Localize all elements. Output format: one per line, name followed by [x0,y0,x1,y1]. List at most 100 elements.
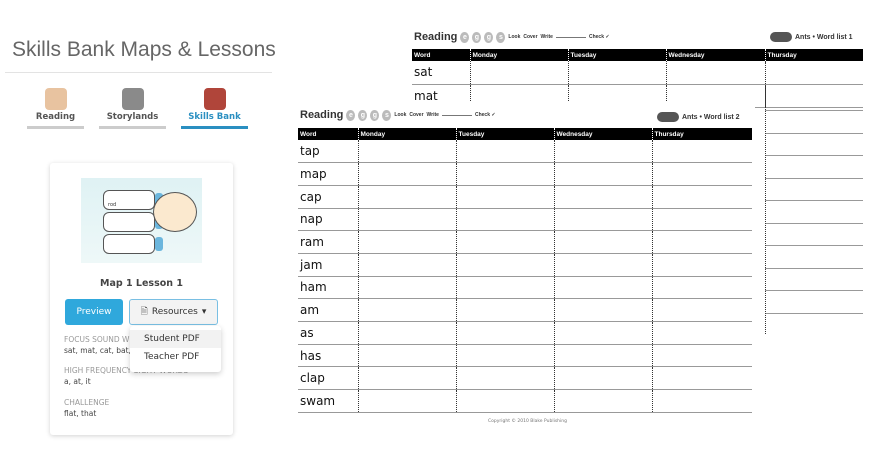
table-row: tap [298,140,752,164]
blank-cell [553,185,652,209]
word-cell: swam [298,389,358,413]
blank-cell [357,389,456,413]
brand: Reading [300,109,344,121]
row-line [765,155,863,156]
blank-cell [357,162,456,186]
word-cell: clap [298,366,358,391]
blank-cell [651,344,752,368]
resources-label: Resources [151,307,198,317]
blank-cell [665,61,765,85]
blank-cell [553,276,652,300]
blank-cell [651,208,752,232]
list-title: Ants • Word list 2 [682,113,740,121]
look: Look [508,34,521,40]
row-line [765,245,863,246]
col-tuesday: Tuesday [567,49,666,61]
challenge-value: flat, that [64,409,97,418]
table-row: ham [298,276,752,300]
blank-cell [357,185,456,209]
resources-dropdown[interactable]: 🗎 Resources ▾ [129,299,218,325]
blank-cell [651,366,752,391]
word-cell: sat [412,61,470,85]
blank-cell [553,321,652,345]
table-row: nap [298,208,752,232]
col-thursday: Thursday [651,128,752,140]
blank-cell [357,208,456,232]
col-tuesday: Tuesday [455,128,554,140]
ant-icon [770,32,792,42]
shop-icon [203,88,226,110]
col-monday: Monday [357,128,456,140]
document-icon: 🗎 [140,307,148,317]
blank-cell [455,276,554,300]
table-row: swam [298,389,752,413]
preview-button[interactable]: Preview [65,299,123,325]
blank-cell [357,366,456,391]
row-line [765,312,863,314]
girl-icon [44,88,67,110]
menu-item-student-pdf[interactable]: Student PDF [130,330,221,348]
caret-down-icon: ▾ [201,307,207,317]
table-row: cap [298,185,752,209]
blank-cell [553,389,652,413]
hf-value: a, at, it [64,377,91,386]
blank-cell [553,298,652,322]
lesson-thumbnail[interactable]: rod [81,178,202,263]
menu-item-teacher-pdf[interactable]: Teacher PDF [144,352,200,362]
word-cell: jam [298,253,358,277]
blank-cell [357,321,456,345]
blank-cell [357,230,456,254]
word-cell: am [298,298,358,322]
row-line [765,177,863,179]
word-cell: as [298,321,358,345]
list-title: Ants • Word list 1 [795,33,853,41]
blank-cell [455,253,554,277]
blank-cell [455,366,554,391]
word-cell: map [298,162,358,186]
resources-menu: Student PDF Teacher PDF [130,326,221,372]
row-line [765,290,863,291]
thumb-word: rod [108,202,117,208]
col-thursday: Thursday [764,49,863,61]
blank-cell [455,298,554,322]
col-wednesday: Wednesday [553,128,652,140]
tab-skills-bank[interactable]: Skills Bank [181,88,248,129]
blank-cell [553,366,652,391]
table-row: map [298,162,752,186]
table-row: clap [298,366,752,391]
col-word: Word [298,128,358,140]
word-cell: mat [412,84,470,108]
blank-cell [357,298,456,322]
blank-cell [553,140,652,164]
tab-storylands[interactable]: Storylands [99,88,166,129]
row-line [765,267,863,269]
cover: Cover [409,112,424,118]
ant-icon [657,112,679,122]
blank-cell [455,162,554,186]
focus-value: sat, mat, cat, bat, [64,346,131,355]
tab-reading[interactable]: Reading [27,88,84,129]
blank-cell [764,61,863,85]
table-row: jam [298,253,752,277]
check: Check ✓ [588,34,610,40]
look: Look [394,112,407,118]
blank-cell [651,185,752,209]
divider [5,72,272,73]
blank-cell [651,298,752,322]
table-row: mat [412,84,863,108]
word-cell: has [298,344,358,368]
blank-cell [553,162,652,186]
lesson-card: rod Map 1 Lesson 1 Preview 🗎 Resources ▾… [50,163,233,435]
row-line [765,222,863,224]
blank-cell [553,344,652,368]
hf-label: HIGH FREQUENCY SIGHT WORDS [64,366,189,375]
word-cell: cap [298,185,358,209]
blank-cell [357,140,456,164]
blank-cell [455,140,554,164]
col-word: Word [412,49,470,61]
blank-cell [567,61,666,85]
blank-cell [357,276,456,300]
table-row: ram [298,230,752,254]
blank-cell [651,140,752,164]
